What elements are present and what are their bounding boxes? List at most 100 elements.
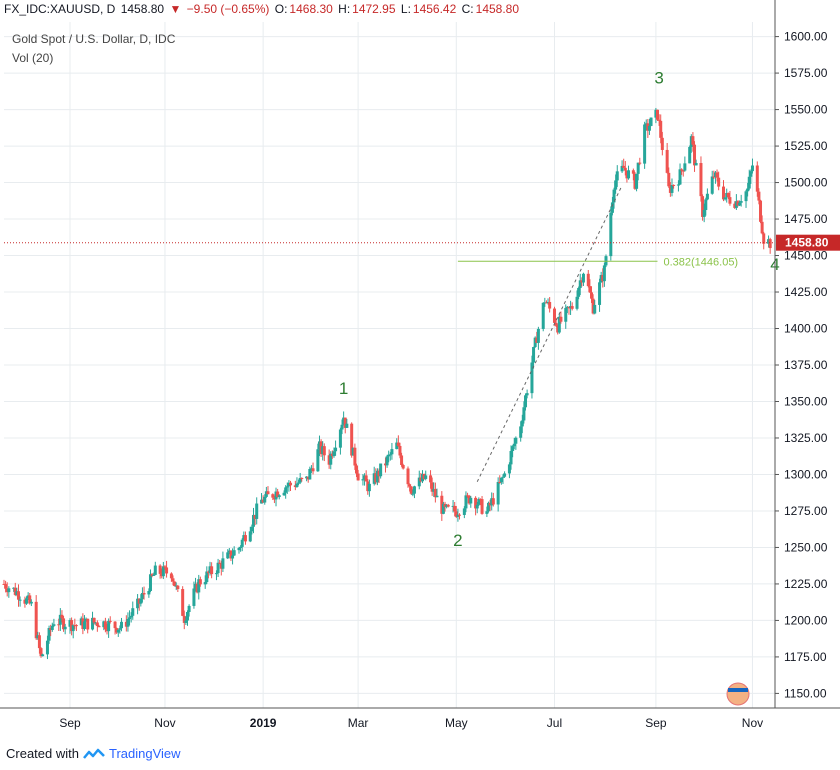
candle-body: [715, 172, 719, 178]
close-value: 1458.80: [475, 2, 520, 16]
candle-body: [39, 648, 43, 657]
tradingview-link[interactable]: TradingView: [108, 746, 181, 761]
candle-body: [71, 625, 75, 632]
candle-body: [45, 640, 49, 655]
candle-body: [598, 282, 602, 305]
candle-body: [158, 565, 162, 574]
candle-body: [86, 618, 90, 630]
candle-body: [556, 325, 560, 333]
candle-body: [113, 621, 117, 629]
candle-body: [580, 280, 584, 283]
candle-body: [73, 625, 77, 627]
candle-body: [79, 618, 83, 626]
candle-body: [693, 144, 697, 166]
candle-body: [670, 184, 674, 193]
y-tick-label: 1250.00: [784, 540, 828, 554]
candle-body: [705, 193, 709, 200]
candle-body: [185, 611, 189, 621]
candle-body: [554, 322, 558, 326]
candle-body: [610, 202, 614, 213]
candle-body: [232, 550, 236, 556]
candle-body: [47, 628, 51, 641]
candle-body: [514, 437, 518, 444]
candle-body: [322, 446, 326, 456]
candle-body: [395, 442, 399, 450]
candle-body: [767, 239, 771, 244]
candle-body: [733, 203, 737, 208]
candle-body: [454, 511, 458, 517]
candle-body: [456, 514, 460, 517]
candle-body: [721, 186, 725, 200]
candle-body: [746, 188, 750, 192]
candle-body: [694, 163, 698, 166]
candle-body: [636, 162, 640, 174]
candle-body: [424, 475, 428, 479]
candle-body: [570, 306, 574, 309]
y-tick-label: 1375.00: [784, 358, 828, 372]
chart-title[interactable]: Gold Spot / U.S. Dollar, D, IDC: [12, 32, 176, 46]
y-tick-label: 1325.00: [784, 431, 828, 445]
candle-body: [668, 186, 672, 193]
candle-body: [95, 622, 99, 627]
candle-body: [140, 593, 144, 599]
volume-indicator-label[interactable]: Vol (20): [12, 51, 54, 65]
candle-body: [430, 482, 434, 492]
candle-body: [507, 464, 511, 474]
candle-body: [491, 498, 495, 505]
candle-body: [602, 265, 606, 282]
candle-body: [522, 407, 526, 421]
candle-body: [734, 201, 738, 208]
candle-body: [36, 635, 40, 639]
candle-body: [218, 562, 222, 564]
candle-body: [137, 598, 141, 604]
y-tick-label: 1550.00: [784, 103, 828, 117]
candle-body: [593, 304, 597, 314]
candle-body: [102, 621, 106, 628]
candle-body: [264, 491, 268, 497]
candle-body: [287, 482, 291, 487]
candle-body: [120, 621, 124, 629]
candle-body: [195, 583, 199, 593]
candle-body: [467, 495, 471, 504]
candle-body: [161, 566, 165, 577]
candle-body: [530, 362, 534, 394]
candle-body: [361, 479, 365, 481]
candle-body: [469, 497, 473, 504]
chart-axes: 1150.00 1175.00 1200.00 1225.00 1250.00 1275.…: [0, 0, 840, 730]
y-tick-label: 1150.00: [784, 686, 827, 700]
candle-body: [512, 443, 516, 447]
candle-body: [713, 172, 717, 177]
candle-body: [667, 172, 671, 187]
candle-body: [680, 169, 684, 171]
candle-body: [308, 468, 312, 480]
candle-body: [609, 212, 613, 257]
candle-body: [496, 481, 500, 505]
candle-body: [383, 463, 387, 466]
candle-body: [379, 463, 383, 477]
candle-body: [445, 504, 449, 507]
tradingview-logo-icon[interactable]: [83, 747, 105, 761]
candle-body: [759, 200, 763, 222]
calendar-badge-stripe: [728, 688, 748, 692]
candle-body: [305, 476, 309, 479]
high-value: 1472.95: [352, 2, 396, 16]
candle-body: [536, 328, 540, 343]
candle-body: [319, 441, 323, 455]
candle-body: [726, 192, 730, 198]
candle-body: [105, 629, 109, 632]
candle-body: [432, 488, 436, 492]
candle-body: [229, 550, 233, 559]
candle-body: [363, 475, 367, 480]
candle-body: [150, 574, 154, 576]
candle-body: [274, 491, 278, 500]
candle-body: [623, 167, 627, 171]
candle-body: [210, 566, 214, 575]
y-tick-label: 1575.00: [784, 66, 828, 80]
symbol-label[interactable]: FX_IDC:XAUUSD, D: [4, 2, 116, 16]
y-tick-label: 1400.00: [784, 322, 828, 336]
candle-body: [261, 499, 265, 503]
x-tick-label: Nov: [742, 716, 763, 730]
candle-body: [2, 583, 6, 585]
candle-body: [657, 119, 661, 121]
